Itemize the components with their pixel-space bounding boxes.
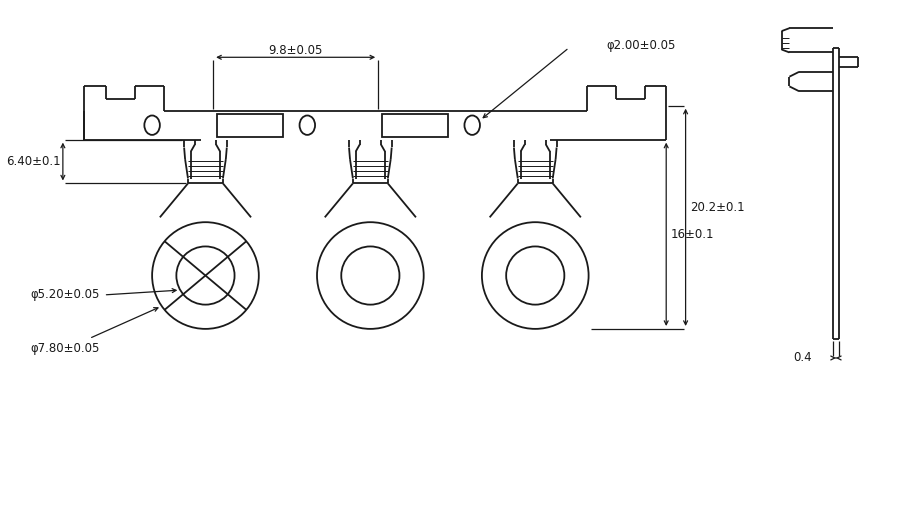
Text: 6.40±0.1: 6.40±0.1 xyxy=(6,155,61,168)
Text: φ2.00±0.05: φ2.00±0.05 xyxy=(606,39,676,52)
Bar xyxy=(217,114,283,137)
Text: 16±0.1: 16±0.1 xyxy=(671,228,715,241)
Text: 0.4: 0.4 xyxy=(793,352,812,365)
Text: 9.8±0.05: 9.8±0.05 xyxy=(268,44,323,57)
Text: 20.2±0.1: 20.2±0.1 xyxy=(690,201,745,214)
Text: φ5.20±0.05: φ5.20±0.05 xyxy=(31,289,100,302)
Bar xyxy=(382,114,448,137)
Text: φ7.80±0.05: φ7.80±0.05 xyxy=(31,342,100,355)
